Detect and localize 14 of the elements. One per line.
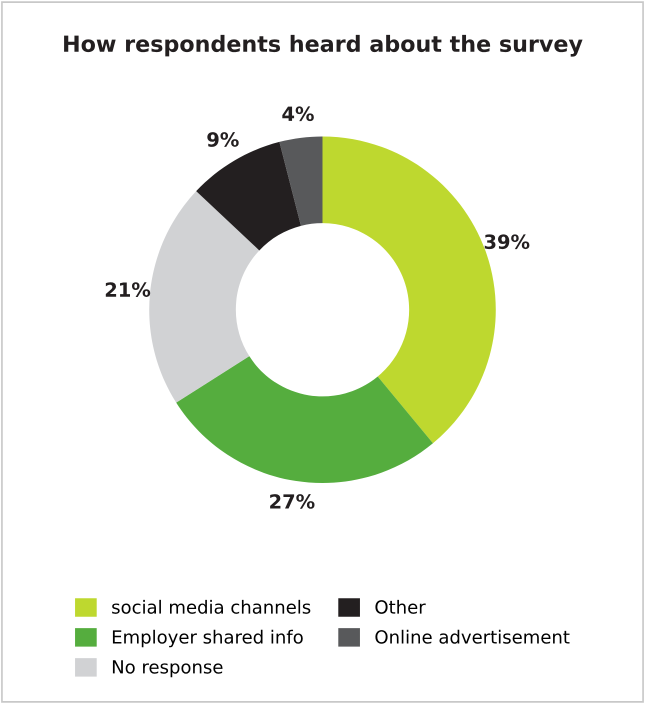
legend-label: Online advertisement xyxy=(375,630,570,644)
data-label: 9% xyxy=(207,132,239,147)
legend-label: Other xyxy=(375,600,426,614)
donut-slice xyxy=(176,356,433,484)
donut-slice xyxy=(149,191,260,403)
chart-title: How respondents heard about the survey xyxy=(64,34,583,57)
legend-label: Employer shared info xyxy=(112,630,303,648)
data-label: 39% xyxy=(484,234,530,250)
legend-label: No response xyxy=(112,660,222,678)
data-label: 27% xyxy=(270,494,315,509)
data-label: 4% xyxy=(282,106,314,122)
data-label: 21% xyxy=(106,282,150,297)
donut-slice xyxy=(279,136,322,226)
legend-label: social media channels xyxy=(112,600,310,614)
